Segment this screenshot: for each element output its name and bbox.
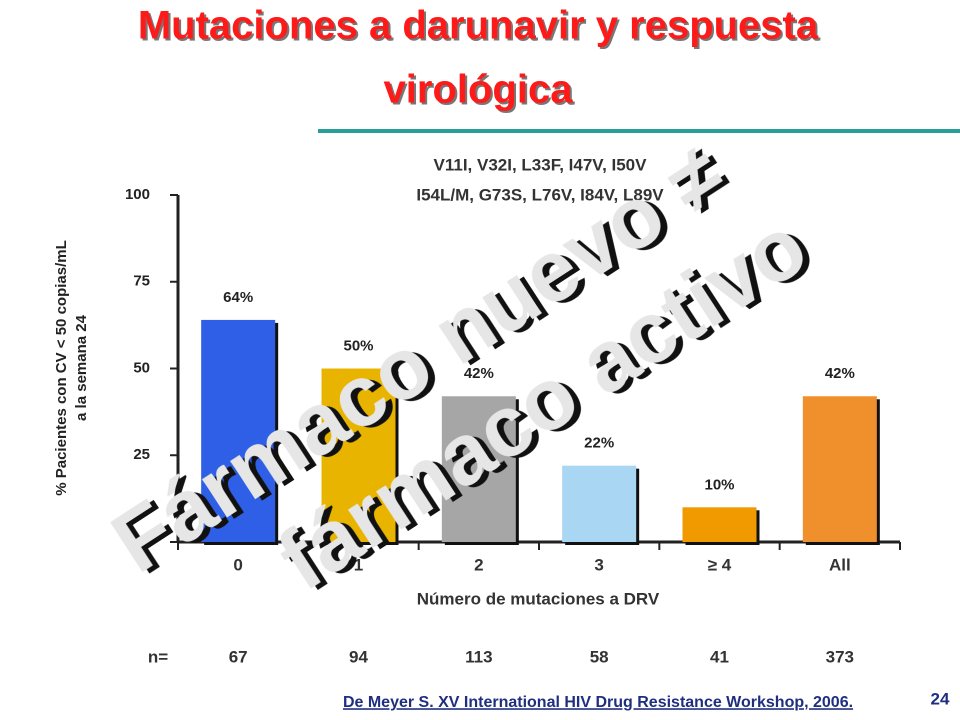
x-tick-label: ≥ 4: [708, 555, 732, 574]
x-tick-label: All: [829, 555, 851, 574]
x-tick-label: 2: [474, 555, 483, 574]
plot: 25 50 75 100 64% 0 67 50% 1 94 42% 2 113 22% 3 58 10% ≥ 4…: [125, 186, 901, 666]
annotation: V11I, V32I, L33F, I47V, I50V: [434, 155, 648, 174]
y-tick-label: 100: [125, 186, 150, 203]
value-label: 22%: [584, 435, 614, 452]
annotation: I54L/M, G73S, L76V, I84V, L89V: [416, 185, 664, 204]
x-tick-label: 1: [354, 555, 363, 574]
y-label-line: a la semana 24: [73, 314, 90, 421]
bar: [562, 465, 637, 542]
n-label: n=: [148, 647, 168, 666]
value-label: 42%: [464, 365, 494, 382]
n-value: 41: [710, 647, 729, 666]
y-tick-label: 25: [133, 446, 150, 463]
n-value: 67: [229, 647, 248, 666]
bar: [441, 396, 516, 542]
title-line: Mutaciones a darunavir y respuesta: [138, 4, 819, 48]
x-tick-label: 0: [233, 555, 242, 574]
bar: [321, 368, 396, 542]
n-value: 94: [349, 647, 368, 666]
page-number: 24: [931, 689, 950, 708]
value-label: 64%: [223, 289, 253, 306]
bar: [201, 319, 276, 542]
x-label: Número de mutaciones a DRV: [417, 589, 660, 608]
value-label: 42%: [825, 365, 855, 382]
n-value: 113: [465, 647, 492, 666]
bar: [802, 396, 877, 542]
n-value: 58: [590, 647, 609, 666]
y-tick-label: 50: [133, 359, 150, 376]
title-line: virológica: [384, 68, 574, 112]
x-tick-label: 3: [594, 555, 603, 574]
value-label: 10%: [704, 476, 734, 493]
y-tick-label: 75: [133, 273, 150, 290]
y-label: % Pacientes con CV < 50 copias/mL a la s…: [53, 240, 90, 496]
bar: [682, 507, 757, 542]
footnote: De Meyer S. XV International HIV Drug Re…: [343, 694, 853, 711]
value-label: 50%: [343, 337, 373, 354]
n-value: 373: [826, 647, 854, 666]
y-label-line: % Pacientes con CV < 50 copias/mL: [53, 240, 70, 496]
